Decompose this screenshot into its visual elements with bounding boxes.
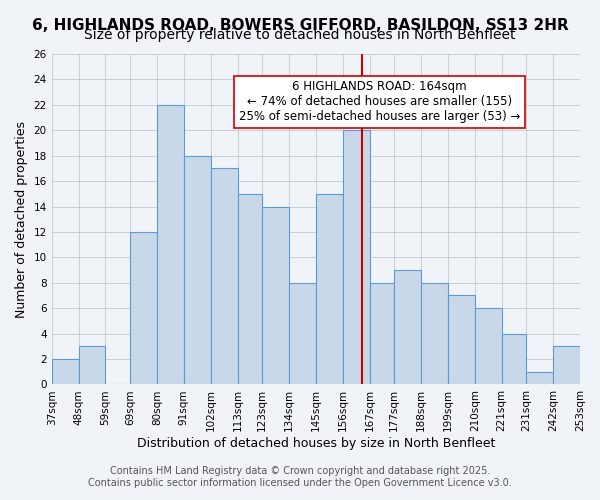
Bar — [502, 334, 526, 384]
X-axis label: Distribution of detached houses by size in North Benfleet: Distribution of detached houses by size … — [137, 437, 495, 450]
Bar — [448, 296, 475, 384]
Bar — [79, 346, 106, 385]
Text: Size of property relative to detached houses in North Benfleet: Size of property relative to detached ho… — [84, 28, 516, 42]
Bar — [184, 156, 211, 384]
Bar — [316, 194, 343, 384]
Text: 6 HIGHLANDS ROAD: 164sqm
← 74% of detached houses are smaller (155)
25% of semi-: 6 HIGHLANDS ROAD: 164sqm ← 74% of detach… — [239, 80, 520, 124]
Y-axis label: Number of detached properties: Number of detached properties — [15, 120, 28, 318]
Bar — [526, 372, 553, 384]
Bar — [157, 105, 184, 384]
Text: 6, HIGHLANDS ROAD, BOWERS GIFFORD, BASILDON, SS13 2HR: 6, HIGHLANDS ROAD, BOWERS GIFFORD, BASIL… — [32, 18, 568, 32]
Bar — [262, 206, 289, 384]
Bar — [394, 270, 421, 384]
Bar — [343, 130, 370, 384]
Bar — [370, 283, 394, 384]
Bar — [475, 308, 502, 384]
Bar — [289, 283, 316, 384]
Bar — [238, 194, 262, 384]
Bar — [52, 359, 79, 384]
Bar — [211, 168, 238, 384]
Bar — [130, 232, 157, 384]
Bar — [421, 283, 448, 384]
Text: Contains HM Land Registry data © Crown copyright and database right 2025.
Contai: Contains HM Land Registry data © Crown c… — [88, 466, 512, 487]
Bar — [553, 346, 580, 385]
